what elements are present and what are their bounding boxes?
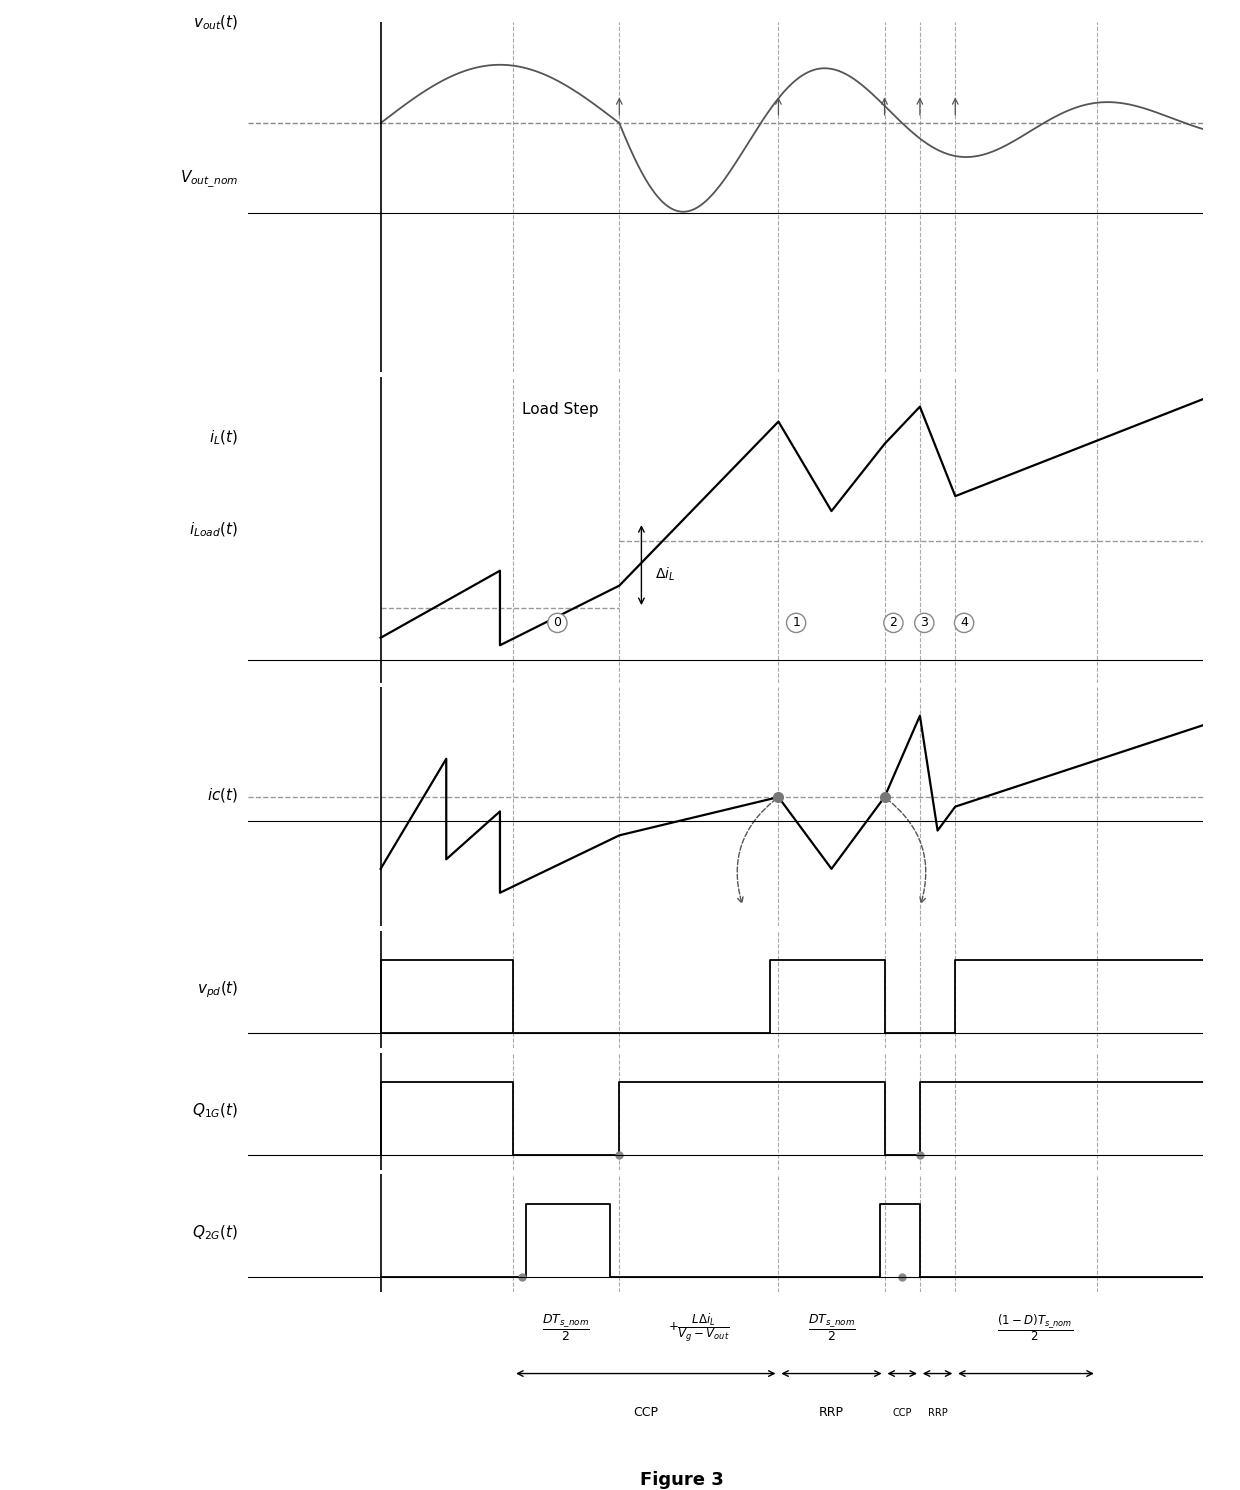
Text: CCP: CCP xyxy=(893,1408,911,1418)
Text: $ic(t)$: $ic(t)$ xyxy=(207,785,238,803)
Text: $i_{Load}(t)$: $i_{Load}(t)$ xyxy=(190,520,238,539)
Text: RRP: RRP xyxy=(928,1408,947,1418)
Text: $\Delta i_L$: $\Delta i_L$ xyxy=(655,566,675,583)
Text: RRP: RRP xyxy=(818,1405,844,1418)
Text: $V_{out\_nom}$: $V_{out\_nom}$ xyxy=(180,170,238,191)
Text: $\dfrac{(1-D)T_{s\_nom}}{2}$: $\dfrac{(1-D)T_{s\_nom}}{2}$ xyxy=(997,1313,1073,1344)
Text: 1: 1 xyxy=(792,617,800,629)
Text: $i_L(t)$: $i_L(t)$ xyxy=(210,429,238,447)
Text: 3: 3 xyxy=(920,617,929,629)
Text: 2: 2 xyxy=(889,617,898,629)
Text: $\dfrac{DT_{s\_nom}}{2}$: $\dfrac{DT_{s\_nom}}{2}$ xyxy=(807,1313,856,1342)
Text: 0: 0 xyxy=(553,617,562,629)
Text: $Q_{1G}(t)$: $Q_{1G}(t)$ xyxy=(192,1103,238,1120)
Text: CCP: CCP xyxy=(634,1405,658,1418)
Text: $\dfrac{DT_{s\_nom}}{2}$: $\dfrac{DT_{s\_nom}}{2}$ xyxy=(542,1313,590,1342)
Text: $v_{pd}(t)$: $v_{pd}(t)$ xyxy=(197,979,238,1000)
Text: $Q_{2G}(t)$: $Q_{2G}(t)$ xyxy=(192,1223,238,1243)
Text: Figure 3: Figure 3 xyxy=(640,1471,724,1489)
Text: Load Step: Load Step xyxy=(522,402,599,417)
Text: $v_{out}(t)$: $v_{out}(t)$ xyxy=(193,13,238,31)
Text: $+\dfrac{L\Delta i_L}{V_g - V_{out}}$: $+\dfrac{L\Delta i_L}{V_g - V_{out}}$ xyxy=(668,1311,730,1344)
Text: 4: 4 xyxy=(960,617,968,629)
